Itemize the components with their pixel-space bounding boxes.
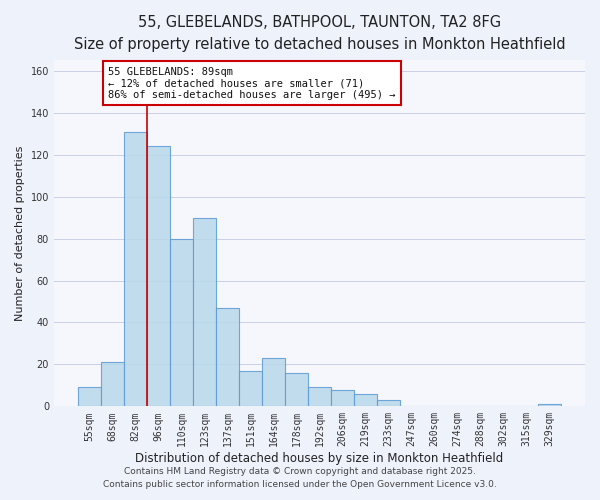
Bar	[101, 362, 124, 406]
Text: 55 GLEBELANDS: 89sqm
← 12% of detached houses are smaller (71)
86% of semi-detac: 55 GLEBELANDS: 89sqm ← 12% of detached h…	[108, 66, 395, 100]
X-axis label: Distribution of detached houses by size in Monkton Heathfield: Distribution of detached houses by size …	[136, 452, 503, 465]
Text: Contains HM Land Registry data © Crown copyright and database right 2025.
Contai: Contains HM Land Registry data © Crown c…	[103, 468, 497, 489]
Bar	[147, 146, 170, 406]
Bar	[78, 388, 101, 406]
Bar	[538, 404, 561, 406]
Y-axis label: Number of detached properties: Number of detached properties	[15, 146, 25, 321]
Bar	[308, 388, 331, 406]
Title: 55, GLEBELANDS, BATHPOOL, TAUNTON, TA2 8FG
Size of property relative to detached: 55, GLEBELANDS, BATHPOOL, TAUNTON, TA2 8…	[74, 15, 565, 52]
Bar	[262, 358, 285, 406]
Bar	[285, 373, 308, 406]
Bar	[216, 308, 239, 406]
Bar	[354, 394, 377, 406]
Bar	[124, 132, 147, 406]
Bar	[331, 390, 354, 406]
Bar	[377, 400, 400, 406]
Bar	[193, 218, 216, 406]
Bar	[170, 238, 193, 406]
Bar	[239, 370, 262, 406]
